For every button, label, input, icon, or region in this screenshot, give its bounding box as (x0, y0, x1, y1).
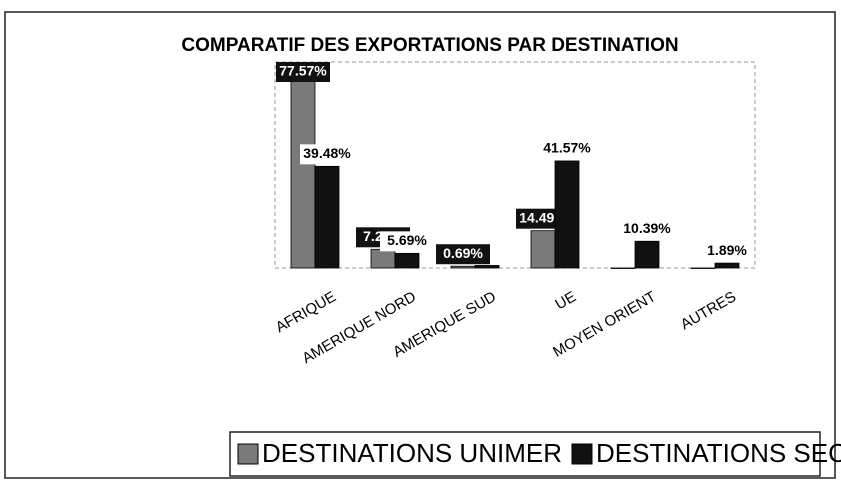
bar (450, 265, 476, 269)
bar (290, 67, 316, 269)
bar (394, 252, 420, 269)
bar (714, 262, 740, 269)
value-label: 39.48% (303, 145, 351, 161)
value-label-box (700, 241, 754, 262)
bar (690, 267, 716, 269)
value-label: 1.89% (707, 242, 747, 258)
bar (634, 240, 660, 269)
value-label: 10.39% (623, 220, 671, 236)
value-label: 41.57% (543, 140, 591, 156)
legend-label: DESTINATIONS UNIMER (262, 438, 562, 468)
x-tick-label: AUTRES (678, 288, 739, 333)
plot-area (274, 61, 756, 269)
value-label-box (540, 138, 594, 159)
value-label-box (620, 219, 674, 240)
chart-title: COMPARATIF DES EXPORTATIONS PAR DESTINAT… (181, 35, 678, 56)
value-label-box (380, 231, 434, 252)
value-label-box (300, 144, 354, 165)
bar (554, 160, 580, 269)
legend-box (229, 431, 821, 477)
bar (474, 265, 500, 269)
value-label-box (436, 244, 490, 265)
x-tick-label: UE (552, 288, 579, 313)
value-label-box (276, 62, 330, 82)
bar (370, 248, 396, 269)
value-label: 77.57% (279, 63, 327, 79)
value-label: 5.69% (387, 232, 427, 248)
bar (530, 230, 556, 269)
legend-label: DESTINATIONS SECTEUR (596, 438, 841, 468)
legend-swatch (571, 443, 593, 465)
value-label: 0.69% (443, 245, 483, 261)
bar (314, 165, 340, 269)
x-tick-label: AFRIQUE (273, 288, 339, 336)
chart-border (4, 11, 836, 479)
bar (610, 267, 636, 269)
legend-swatch (237, 443, 259, 465)
